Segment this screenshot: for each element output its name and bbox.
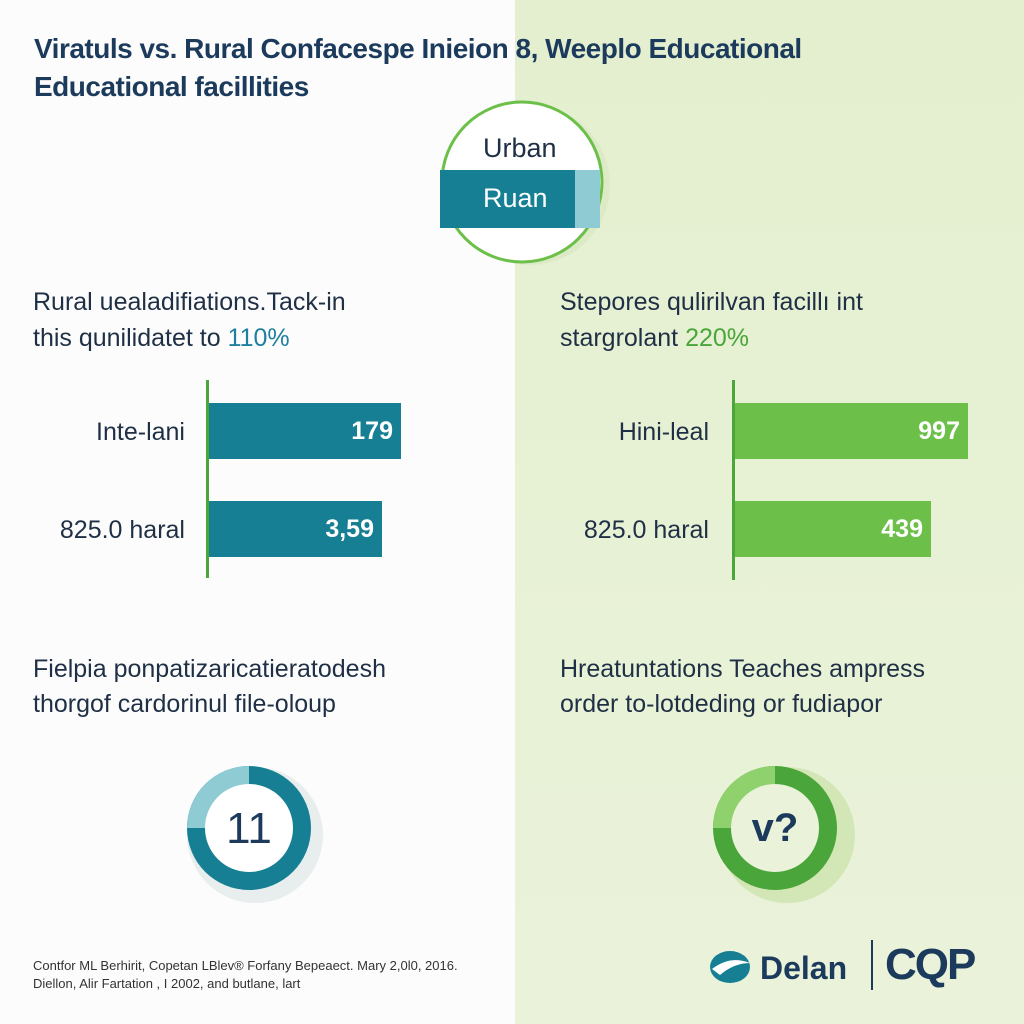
subheading: Fielpia ponpatizaricatieratodesh [33, 655, 386, 683]
panel-heading: stargrolant 220% [560, 324, 749, 353]
heading-text: stargrolant [560, 324, 679, 352]
bar: 997 [735, 403, 968, 459]
axis-line [206, 380, 209, 578]
bar-value: 439 [881, 515, 923, 543]
toggle-option[interactable]: Urban [483, 133, 557, 163]
toggle-graphic [440, 100, 610, 265]
axis-line [732, 380, 735, 580]
badge-ring [713, 766, 855, 903]
row-label: Inte-lani [96, 418, 185, 446]
subheading: Hreatuntations Teaches ampress [560, 655, 926, 683]
logo-text: Delan [760, 950, 848, 986]
panel-heading: this qunilidatet to 110% [33, 324, 290, 353]
bar: 439 [735, 501, 931, 557]
bar: 179 [209, 403, 401, 459]
row-label: 825.0 haral [583, 516, 709, 544]
logo-wave [712, 960, 750, 975]
toggle-band [440, 170, 598, 228]
badge-ring [187, 766, 323, 903]
badge-text: 11 [226, 804, 272, 853]
toggle-option[interactable]: Ruan [483, 183, 548, 213]
logo-icon [710, 951, 750, 983]
bar: 3,59 [209, 501, 382, 557]
badge-inner [731, 784, 819, 872]
row-label: Hini-leal [618, 418, 709, 446]
heading-text: this qunilidatet to [33, 324, 221, 352]
source-line: Contfor ML Berhirit, Copetan LBlev® Forf… [33, 958, 458, 973]
subheading: thorgof cardorinul file-oloup [33, 690, 336, 718]
badge-inner [205, 784, 293, 872]
panel-heading: Rural uealadifiations.Tack-in [33, 288, 346, 316]
bar-value: 997 [918, 417, 960, 445]
row-label: 825.0 haral [59, 516, 185, 544]
bar-value: 3,59 [325, 515, 374, 543]
bar-value: 179 [351, 417, 393, 445]
title-line: Viratuls vs. Rural Confacespe Inieion 8,… [34, 33, 802, 64]
title-line: Educational facillities [34, 71, 309, 102]
toggle-knob [575, 170, 600, 228]
badge-text: v? [751, 806, 799, 850]
heading-highlight: 110% [227, 324, 290, 352]
panel-heading: Stepores qulirilvan facillı int [560, 288, 863, 316]
logo-divider [871, 940, 873, 990]
logo-text: CQP [885, 940, 976, 989]
subheading: order to-lotdeding or fudiapor [560, 690, 883, 718]
source-line: Diellon, Alir Fartation , I 2002, and bu… [33, 976, 301, 991]
heading-highlight: 220% [685, 324, 750, 352]
